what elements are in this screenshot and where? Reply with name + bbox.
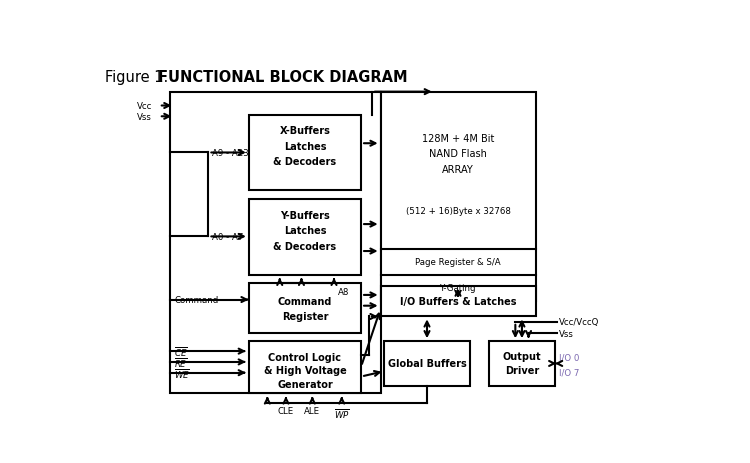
Text: $\overline{WE}$: $\overline{WE}$ [173, 366, 190, 380]
Text: & Decoders: & Decoders [273, 241, 337, 251]
Text: 128M + 4M Bit: 128M + 4M Bit [422, 133, 494, 144]
Bar [380, 93, 536, 301]
Text: I/O 0: I/O 0 [559, 352, 579, 362]
Bar [249, 115, 362, 191]
Text: Latches: Latches [284, 226, 326, 236]
Text: $\overline{WP}$: $\overline{WP}$ [334, 406, 350, 420]
Text: Generator: Generator [277, 379, 333, 389]
Text: Y-Buffers: Y-Buffers [280, 210, 330, 220]
Text: I/O Buffers & Latches: I/O Buffers & Latches [400, 296, 516, 307]
Text: I/O 7: I/O 7 [559, 368, 579, 377]
Text: Control Logic: Control Logic [268, 352, 341, 362]
Text: A8: A8 [338, 288, 350, 297]
Bar [249, 283, 362, 334]
Text: Vcc: Vcc [137, 102, 152, 111]
Bar [249, 200, 362, 275]
Text: Page Register & S/A: Page Register & S/A [416, 258, 501, 267]
Text: Register: Register [282, 312, 328, 322]
Text: (512 + 16)Byte x 32768: (512 + 16)Byte x 32768 [406, 207, 511, 216]
Bar [170, 93, 380, 394]
Text: ALE: ALE [304, 406, 320, 415]
Text: CLE: CLE [278, 406, 294, 415]
Text: Command: Command [174, 295, 218, 304]
Text: A9 - A23: A9 - A23 [211, 149, 248, 157]
Text: Driver: Driver [505, 365, 539, 375]
Text: Vss: Vss [559, 329, 574, 338]
Text: A0 - A7: A0 - A7 [211, 232, 243, 241]
Bar [249, 341, 362, 394]
Text: Command: Command [278, 296, 332, 307]
Text: Global Buffers: Global Buffers [388, 359, 466, 369]
Text: $\overline{RE}$: $\overline{RE}$ [173, 355, 187, 369]
Text: X-Buffers: X-Buffers [280, 126, 330, 136]
Text: Y-Gating: Y-Gating [440, 284, 476, 293]
Text: NAND Flash: NAND Flash [429, 149, 487, 159]
Text: $\overline{CE}$: $\overline{CE}$ [173, 344, 187, 358]
Text: Latches: Latches [284, 141, 326, 151]
Bar [384, 341, 470, 386]
Text: Vss: Vss [137, 113, 152, 121]
Text: FUNCTIONAL BLOCK DIAGRAM: FUNCTIONAL BLOCK DIAGRAM [158, 69, 408, 84]
Text: Figure 1.: Figure 1. [105, 69, 173, 84]
Text: & High Voltage: & High Voltage [263, 366, 346, 375]
Text: Vcc/VccQ: Vcc/VccQ [559, 318, 599, 327]
Text: Output: Output [503, 351, 542, 361]
Bar [380, 286, 536, 317]
Text: ARRAY: ARRAY [442, 164, 474, 174]
Bar [489, 341, 555, 386]
Text: & Decoders: & Decoders [273, 156, 337, 167]
